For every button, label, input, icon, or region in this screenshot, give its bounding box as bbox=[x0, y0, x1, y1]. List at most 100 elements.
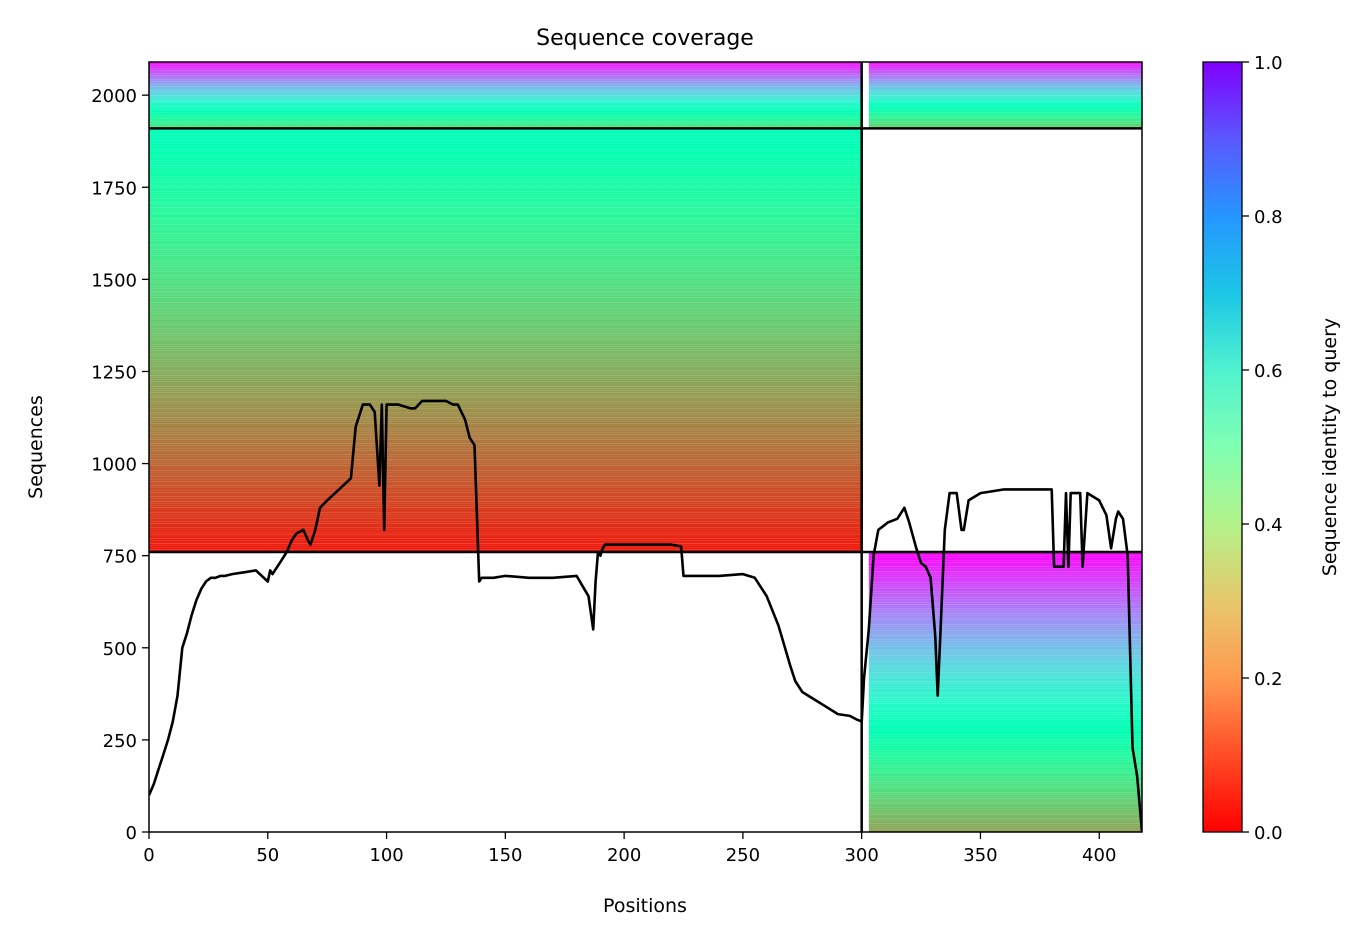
heatmap-stripe bbox=[868, 661, 1142, 664]
heatmap-stripe bbox=[149, 335, 862, 338]
heatmap-stripe bbox=[868, 721, 1142, 724]
heatmap-stripe bbox=[868, 633, 1142, 636]
heatmap-stripe bbox=[868, 752, 1142, 755]
heatmap-stripe bbox=[149, 68, 862, 71]
heatmap-stripe bbox=[149, 503, 862, 506]
heatmap-stripe bbox=[149, 178, 862, 181]
heatmap-stripe bbox=[868, 104, 1142, 107]
heatmap-stripe bbox=[149, 545, 862, 548]
heatmap-stripe bbox=[868, 121, 1142, 124]
heatmap-stripe bbox=[868, 820, 1142, 824]
heatmap-stripe bbox=[868, 66, 1142, 69]
heatmap-stripe bbox=[868, 553, 1142, 556]
heatmap-stripe bbox=[149, 238, 862, 241]
heatmap-stripe bbox=[149, 423, 862, 426]
heatmap-stripe bbox=[149, 282, 862, 285]
heatmap-stripe bbox=[868, 648, 1142, 651]
heatmap-stripe bbox=[149, 459, 862, 462]
heatmap-stripe bbox=[149, 496, 862, 499]
heatmap-stripe bbox=[149, 79, 862, 82]
heatmap-stripe bbox=[868, 812, 1142, 815]
heatmap-stripe bbox=[149, 156, 862, 159]
y-axis-label: Sequences bbox=[25, 395, 47, 499]
heatmap-stripe bbox=[868, 783, 1142, 786]
heatmap-stripe bbox=[149, 119, 862, 122]
heatmap-stripe bbox=[149, 474, 862, 477]
heatmap-stripe bbox=[149, 154, 862, 157]
y-tick-label: 750 bbox=[103, 547, 137, 568]
heatmap-stripe bbox=[149, 99, 862, 102]
heatmap-stripe bbox=[149, 231, 862, 234]
heatmap-stripe bbox=[149, 108, 862, 111]
heatmap-stripe bbox=[868, 637, 1142, 640]
heatmap-stripe bbox=[868, 586, 1142, 589]
heatmap-stripe bbox=[868, 706, 1142, 709]
heatmap-stripe bbox=[149, 176, 862, 179]
heatmap-stripe bbox=[149, 406, 862, 409]
heatmap-stripe bbox=[149, 97, 862, 100]
heatmap-stripe bbox=[149, 381, 862, 384]
heatmap-stripe bbox=[868, 560, 1142, 563]
heatmap-stripe bbox=[868, 106, 1142, 109]
x-tick-label: 200 bbox=[607, 845, 641, 866]
heatmap-stripe bbox=[149, 476, 862, 479]
heatmap-stripe bbox=[149, 193, 862, 197]
heatmap-stripe bbox=[149, 240, 862, 243]
heatmap-stripe bbox=[149, 269, 862, 272]
heatmap-stripe bbox=[149, 262, 862, 265]
heatmap-stripe bbox=[149, 527, 862, 530]
heatmap-stripe bbox=[868, 619, 1142, 622]
heatmap-stripe bbox=[868, 655, 1142, 658]
heatmap-stripe bbox=[868, 790, 1142, 793]
heatmap-stripe bbox=[149, 417, 862, 420]
x-tick-label: 350 bbox=[963, 845, 997, 866]
heatmap-stripe bbox=[149, 169, 862, 172]
heatmap-stripe bbox=[149, 311, 862, 314]
heatmap-stripe bbox=[149, 300, 862, 303]
heatmap-stripe bbox=[868, 599, 1142, 603]
heatmap-stripe bbox=[149, 368, 862, 371]
colorbar-tick-label: 0.6 bbox=[1254, 361, 1283, 382]
heatmap-stripe bbox=[149, 73, 862, 76]
heatmap-stripe bbox=[149, 432, 862, 435]
heatmap-stripe bbox=[868, 610, 1142, 614]
heatmap-stripe bbox=[149, 202, 862, 205]
heatmap-stripe bbox=[868, 608, 1142, 611]
heatmap-stripe bbox=[149, 213, 862, 216]
heatmap-stripe bbox=[149, 326, 862, 329]
heatmap-stripe bbox=[149, 275, 862, 278]
y-tick-label: 1750 bbox=[91, 178, 137, 199]
heatmap-stripe bbox=[149, 485, 862, 488]
y-tick-label: 250 bbox=[103, 731, 137, 752]
heatmap-stripe bbox=[868, 635, 1142, 638]
heatmap-stripe bbox=[868, 580, 1142, 583]
heatmap-stripe bbox=[868, 90, 1142, 93]
heatmap-stripe bbox=[149, 246, 862, 250]
heatmap-stripe bbox=[149, 129, 862, 132]
heatmap-stripe bbox=[868, 690, 1142, 693]
heatmap-stripe bbox=[868, 571, 1142, 574]
heatmap-stripe bbox=[868, 770, 1142, 773]
heatmap-stripe bbox=[149, 171, 862, 174]
heatmap-stripe bbox=[868, 736, 1142, 740]
heatmap-stripe bbox=[149, 101, 862, 104]
heatmap-stripe bbox=[149, 165, 862, 168]
heatmap-stripe bbox=[149, 366, 862, 369]
heatmap-stripe bbox=[149, 386, 862, 389]
heatmap-stripe bbox=[868, 573, 1142, 576]
heatmap-stripe bbox=[868, 818, 1142, 821]
heatmap-stripe bbox=[149, 468, 862, 471]
heatmap-stripe bbox=[149, 244, 862, 247]
x-tick-label: 300 bbox=[844, 845, 878, 866]
heatmap-stripe bbox=[149, 134, 862, 137]
heatmap-stripe bbox=[868, 566, 1142, 569]
heatmap-stripe bbox=[868, 123, 1142, 127]
heatmap-stripe bbox=[868, 801, 1142, 804]
heatmap-stripe bbox=[149, 337, 862, 340]
heatmap-stripe bbox=[149, 209, 862, 212]
heatmap-stripe bbox=[868, 624, 1142, 627]
heatmap-stripe bbox=[149, 145, 862, 148]
heatmap-stripe bbox=[868, 798, 1142, 801]
x-tick-label: 0 bbox=[143, 845, 154, 866]
heatmap-stripe bbox=[149, 540, 862, 544]
